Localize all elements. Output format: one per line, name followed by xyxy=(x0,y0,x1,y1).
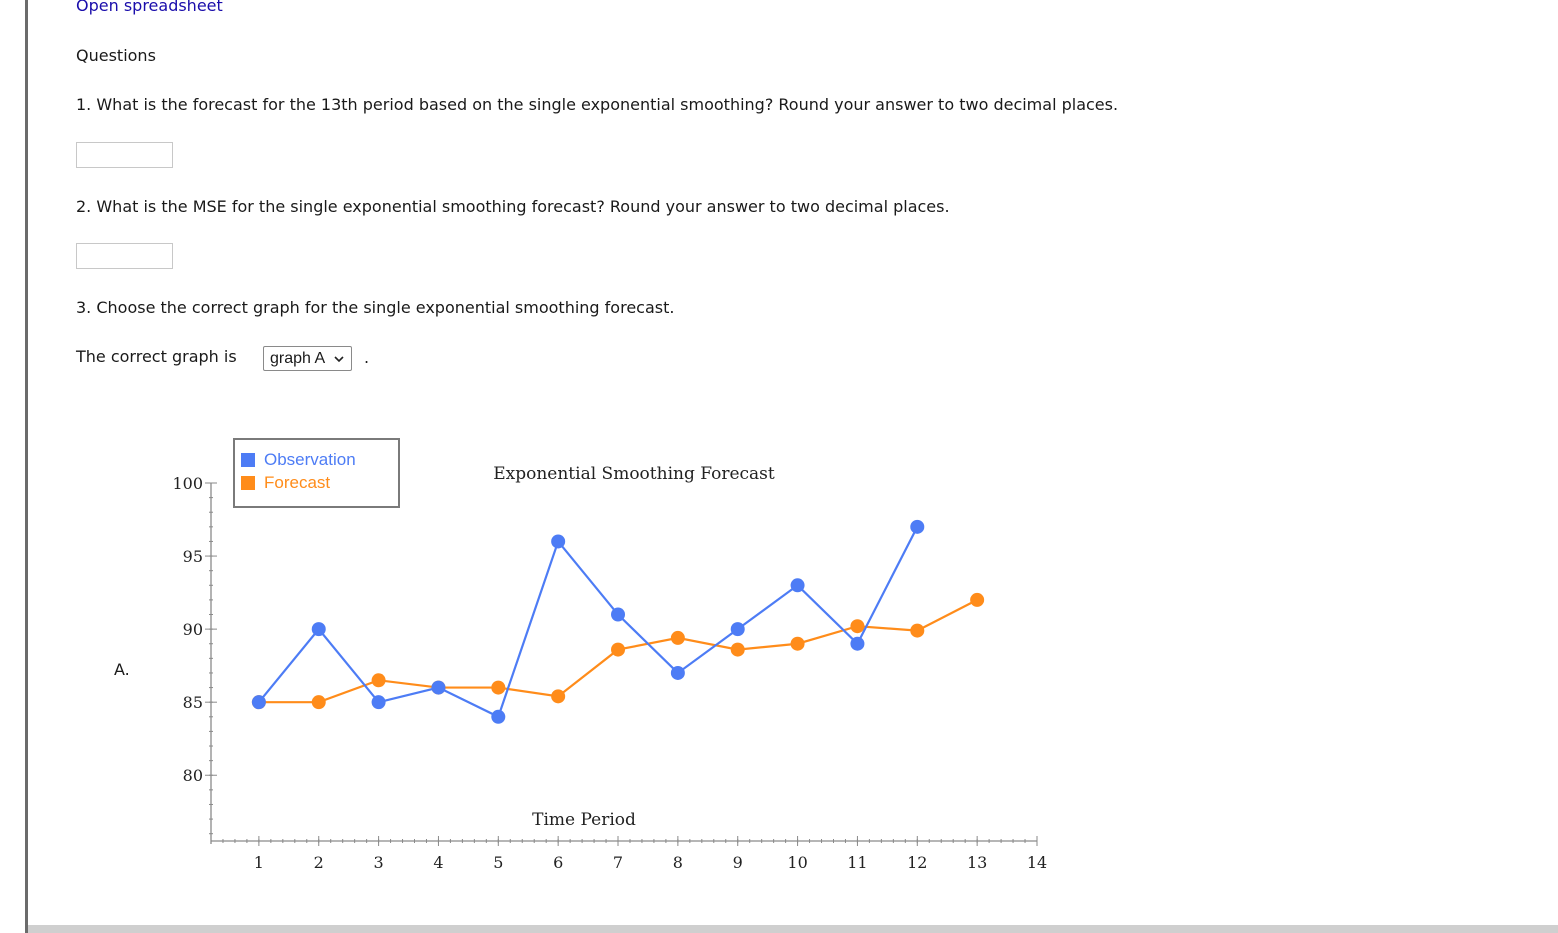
question-2-text: 2. What is the MSE for the single expone… xyxy=(76,197,950,216)
legend-forecast-label: Forecast xyxy=(264,473,330,492)
prompt-period: . xyxy=(364,348,370,367)
left-border xyxy=(25,0,28,933)
graph-select[interactable]: graph A xyxy=(263,346,353,371)
legend-observation-label: Observation xyxy=(264,450,356,469)
horizontal-scrollbar[interactable] xyxy=(28,925,1558,933)
legend-observation-swatch xyxy=(241,453,255,467)
x-tick-label: 10 xyxy=(787,853,807,872)
x-tick-label: 13 xyxy=(967,853,987,872)
option-letter: A. xyxy=(114,660,130,679)
observation-point xyxy=(611,607,626,622)
forecast-point xyxy=(850,619,865,634)
question-3-text: 3. Choose the correct graph for the sing… xyxy=(76,298,675,317)
x-tick-label: 5 xyxy=(493,853,503,872)
chevron-down-icon xyxy=(334,355,344,362)
x-tick-label: 3 xyxy=(374,853,384,872)
answer-1-input[interactable] xyxy=(76,142,173,168)
x-tick-label: 6 xyxy=(553,853,563,872)
y-tick-label: 90 xyxy=(183,620,203,639)
observation-point xyxy=(491,709,506,724)
forecast-point xyxy=(790,636,805,651)
forecast-point xyxy=(910,623,925,638)
x-tick-label: 4 xyxy=(433,853,443,872)
observation-point xyxy=(371,695,386,710)
forecast-point xyxy=(970,592,985,607)
forecast-point xyxy=(371,673,386,688)
x-tick-label: 2 xyxy=(314,853,324,872)
legend-box xyxy=(233,438,400,508)
graph-prompt: The correct graph is xyxy=(76,347,237,366)
observation-point xyxy=(551,534,566,549)
forecast-point xyxy=(730,642,745,657)
forecast-point xyxy=(611,642,626,657)
legend-forecast-swatch xyxy=(241,476,255,490)
y-tick-label: 95 xyxy=(183,547,203,566)
chart-legend: Observation Forecast xyxy=(233,438,400,508)
observation-point xyxy=(730,622,745,637)
x-tick-label: 7 xyxy=(613,853,623,872)
x-tick-label: 1 xyxy=(254,853,264,872)
chart-title: Exponential Smoothing Forecast xyxy=(493,464,775,484)
observation-point xyxy=(910,519,925,534)
x-tick-label: 11 xyxy=(847,853,867,872)
question-1-text: 1. What is the forecast for the 13th per… xyxy=(76,95,1119,114)
forecast-point xyxy=(670,630,685,645)
observation-point xyxy=(790,578,805,593)
questions-heading: Questions xyxy=(76,46,156,65)
observation-point xyxy=(670,665,685,680)
x-tick-label: 14 xyxy=(1027,853,1047,872)
observation-point xyxy=(850,636,865,651)
chart-xlabel: Time Period xyxy=(532,810,636,830)
forecast-point xyxy=(491,680,506,695)
answer-2-input[interactable] xyxy=(76,243,173,269)
graph-select-value: graph A xyxy=(270,349,326,367)
forecast-point xyxy=(311,695,326,710)
observation-line xyxy=(258,526,919,719)
observation-point xyxy=(311,622,326,637)
y-tick-label: 80 xyxy=(183,766,203,785)
x-tick-label: 8 xyxy=(673,853,683,872)
x-tick-label: 9 xyxy=(733,853,743,872)
observation-point xyxy=(431,680,446,695)
chart-series xyxy=(251,519,985,724)
observation-point xyxy=(251,695,266,710)
open-spreadsheet-link[interactable]: Open spreadsheet xyxy=(76,0,223,15)
x-tick-label: 12 xyxy=(907,853,927,872)
forecast-point xyxy=(551,689,566,704)
y-tick-label: 85 xyxy=(183,693,203,712)
y-tick-label: 100 xyxy=(172,474,203,493)
